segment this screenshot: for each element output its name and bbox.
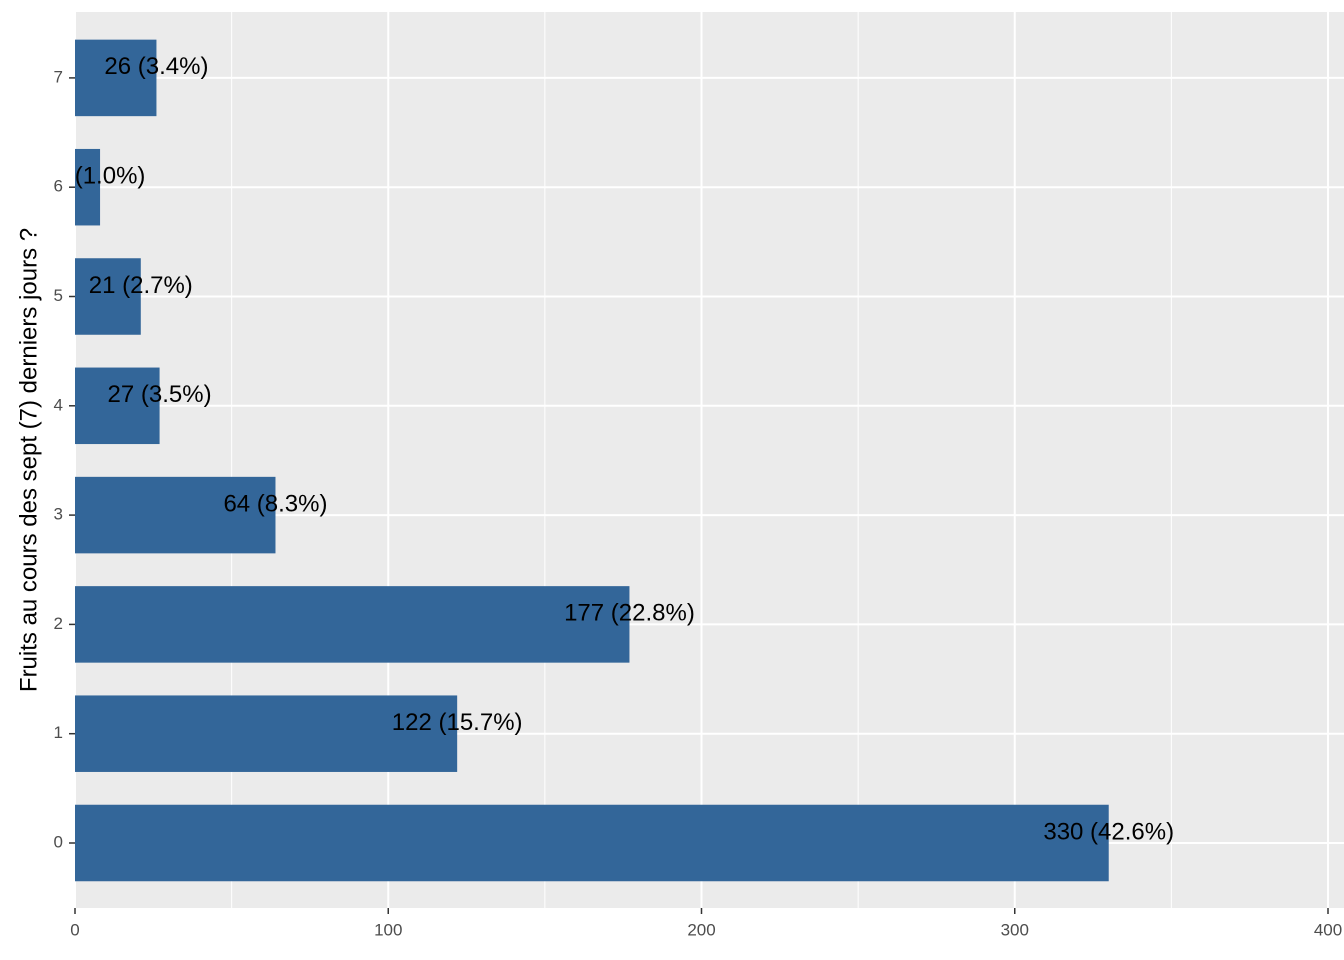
bar bbox=[75, 367, 160, 445]
x-tick-label: 300 bbox=[1001, 920, 1029, 939]
y-tick-label: 7 bbox=[54, 67, 63, 86]
panel bbox=[75, 12, 1344, 908]
y-axis-title: Fruits au cours des sept (7) derniers jo… bbox=[15, 228, 42, 692]
bar bbox=[75, 695, 458, 772]
x-tick-label: 0 bbox=[70, 920, 79, 939]
y-tick-label: 3 bbox=[54, 505, 63, 524]
value-label: 330 (42.6%) bbox=[1043, 818, 1174, 845]
value-label: 177 (22.8%) bbox=[564, 600, 695, 627]
value-label: 21 (2.7%) bbox=[89, 272, 193, 299]
value-label: 8 (1.0%) bbox=[55, 163, 146, 190]
x-tick-label: 200 bbox=[687, 920, 715, 939]
axes: 0 100 200 300 400 0 1 2 3 4 5 6 7 bbox=[54, 67, 1343, 939]
y-tick-label: 0 bbox=[54, 832, 63, 851]
value-label: 27 (3.5%) bbox=[108, 381, 212, 408]
value-label: 122 (15.7%) bbox=[392, 709, 523, 736]
value-labels: 330 (42.6%) 122 (15.7%) 177 (22.8%) 64 (8.3… bbox=[55, 53, 1174, 845]
bar bbox=[75, 258, 141, 335]
x-tick-label: 400 bbox=[1314, 920, 1342, 939]
bar bbox=[75, 586, 630, 663]
value-label: 64 (8.3%) bbox=[223, 490, 327, 517]
bar bbox=[75, 39, 157, 117]
y-tick-label: 1 bbox=[54, 723, 63, 742]
bar bbox=[75, 476, 276, 554]
y-tick-label: 2 bbox=[54, 614, 63, 633]
y-tick-label: 4 bbox=[54, 395, 63, 414]
value-label: 26 (3.4%) bbox=[104, 53, 208, 80]
bars bbox=[75, 39, 1109, 882]
bar bbox=[75, 148, 101, 226]
y-tick-label: 5 bbox=[54, 286, 63, 305]
x-tick-label: 100 bbox=[374, 920, 402, 939]
y-tick-label: 6 bbox=[54, 177, 63, 196]
bar bbox=[75, 804, 1109, 882]
